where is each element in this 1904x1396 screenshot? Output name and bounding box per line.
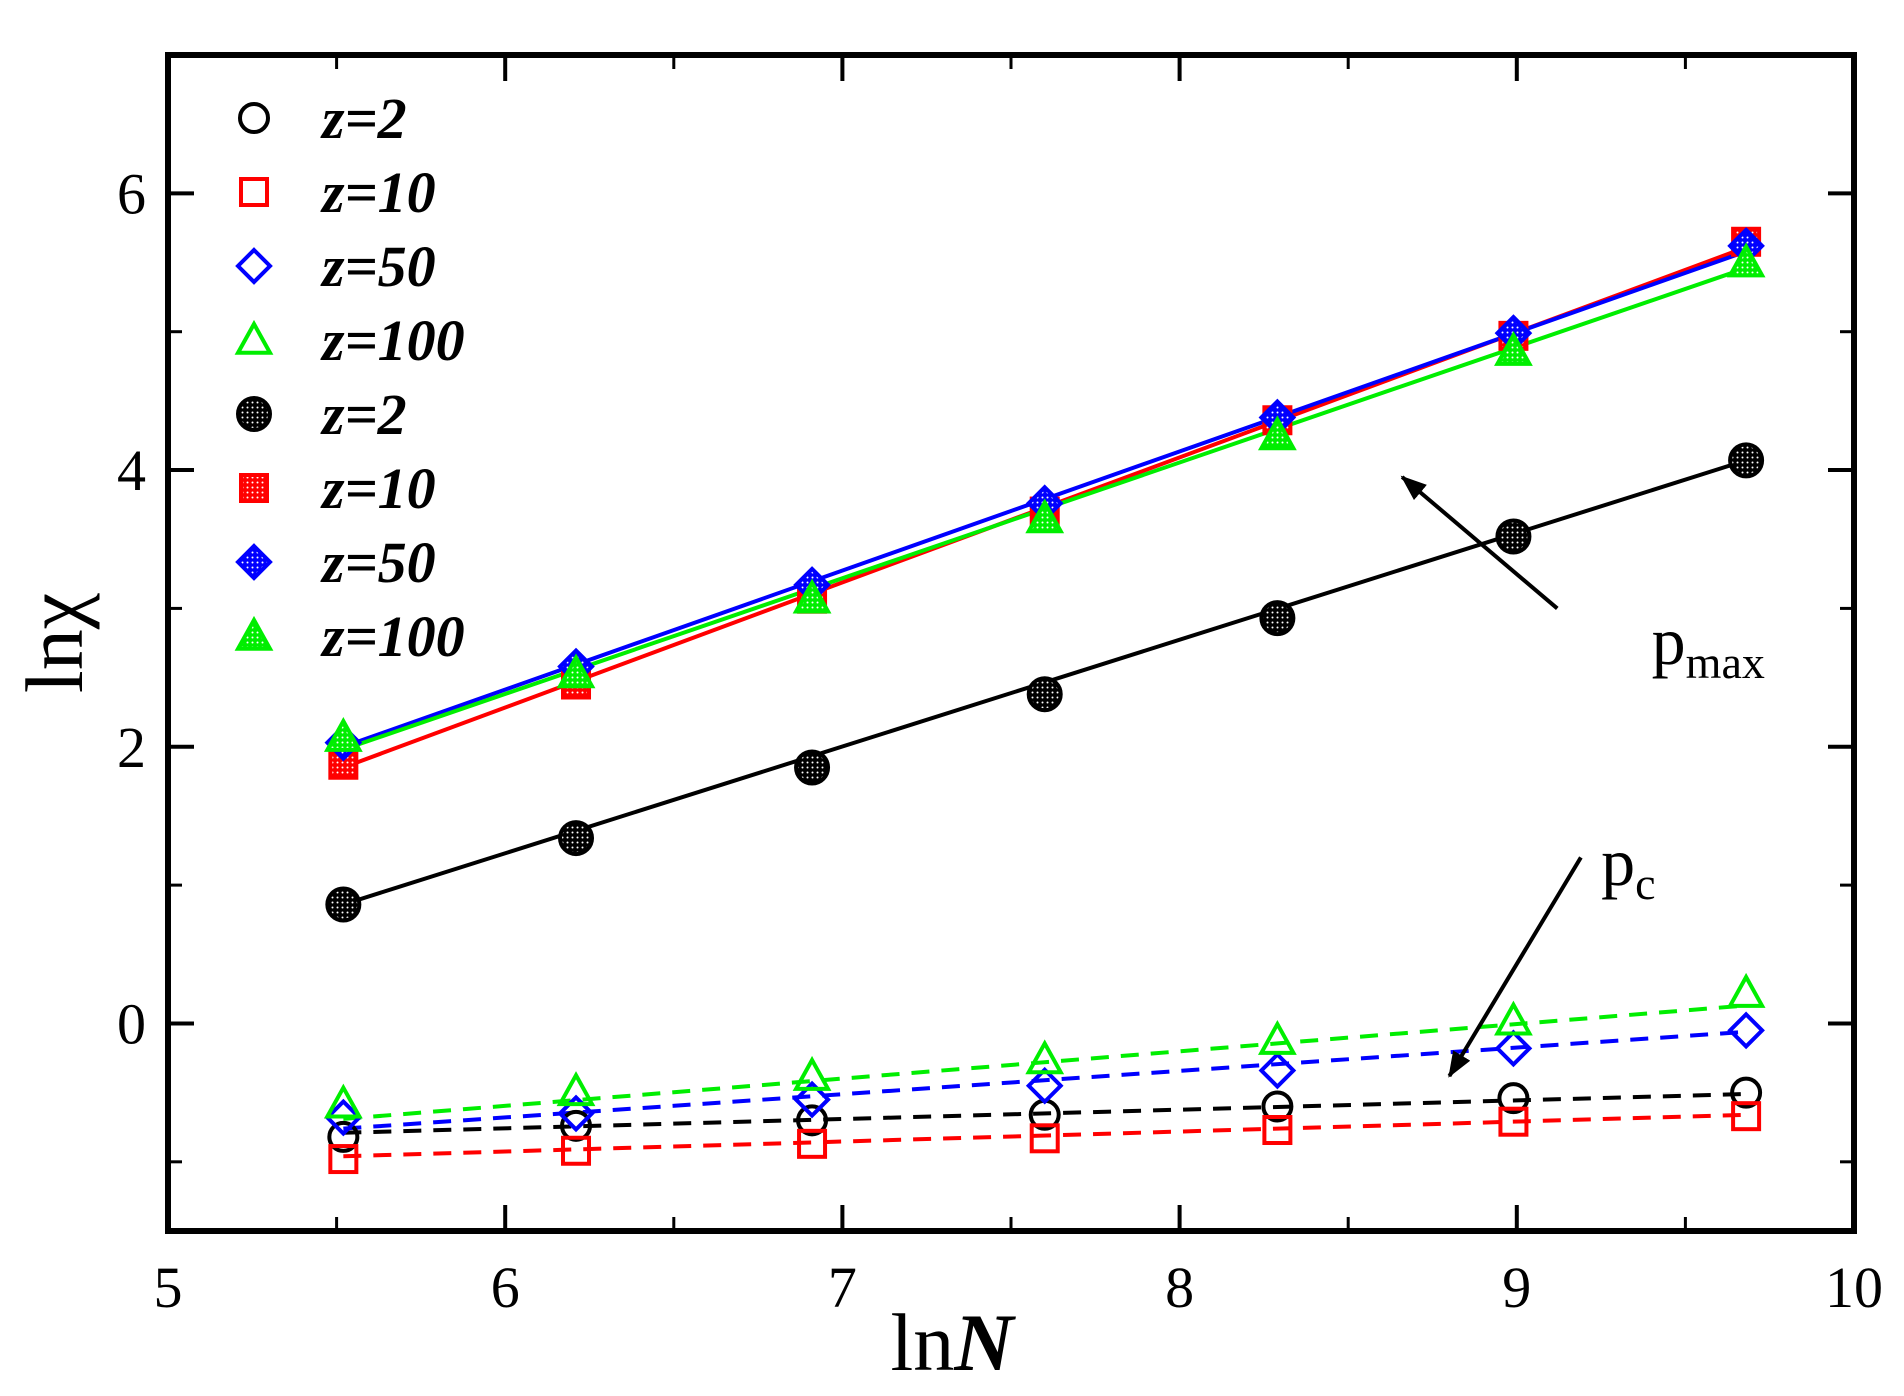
x-tick-label: 10 — [1825, 1255, 1883, 1320]
data-point-s0-0 — [327, 1120, 360, 1153]
data-point-s5-0 — [328, 749, 359, 780]
data-point-s4-2 — [794, 749, 831, 786]
annotation-pc: pc — [1601, 824, 1655, 909]
data-point-s4-0 — [325, 886, 362, 923]
data-point-s7-2 — [792, 578, 832, 614]
data-point-s1-0 — [328, 1144, 359, 1175]
data-point-s2-1 — [557, 1094, 595, 1133]
legend-marker-5 — [239, 473, 269, 503]
data-point-s2-3 — [1025, 1066, 1064, 1105]
x-tick-label: 8 — [1165, 1255, 1194, 1320]
y-tick-label: 0 — [117, 991, 146, 1056]
annotation-pmax: pmax — [1652, 603, 1765, 688]
legend-label-5: z=10 — [320, 456, 436, 521]
legend-label-4: z=2 — [320, 382, 407, 447]
data-point-s4-5 — [1495, 518, 1532, 555]
data-point-s1-2 — [797, 1128, 828, 1159]
fit-line-3 — [343, 1003, 1747, 1121]
legend-marker-3 — [234, 319, 274, 355]
x-tick-label: 9 — [1502, 1255, 1531, 1320]
legend-marker-4 — [236, 396, 272, 432]
axis-ticks — [166, 53, 1856, 1231]
y-tick-label: 6 — [117, 161, 146, 226]
legend-marker-0 — [238, 102, 270, 134]
data-point-s0-2 — [796, 1104, 829, 1137]
data-point-s0-6 — [1730, 1076, 1763, 1109]
fit-line-1 — [343, 1112, 1747, 1159]
legend-label-3: z=100 — [320, 308, 465, 373]
y-axis-label: lnχ — [9, 592, 100, 693]
data-point-s4-4 — [1259, 600, 1296, 637]
data-point-s3-5 — [1494, 1000, 1533, 1036]
data-point-s1-3 — [1029, 1123, 1060, 1154]
data-point-s1-6 — [1731, 1101, 1762, 1132]
legend-label-6: z=50 — [320, 530, 436, 595]
data-point-s4-3 — [1026, 676, 1063, 713]
legend-label-0: z=2 — [320, 86, 407, 151]
legend-label-1: z=10 — [320, 160, 436, 225]
plot-frame — [165, 52, 1857, 1234]
data-point-s2-5 — [1494, 1029, 1533, 1068]
data-point-s0-5 — [1497, 1082, 1530, 1115]
legend-label-7: z=100 — [320, 604, 465, 669]
data-point-s2-4 — [1258, 1051, 1297, 1090]
data-point-s1-5 — [1498, 1106, 1529, 1137]
data-point-s3-1 — [556, 1071, 596, 1107]
data-point-s0-4 — [1261, 1090, 1294, 1123]
annotation-arrow-pc — [1447, 856, 1583, 1078]
annotation-arrow-pmax — [1400, 475, 1559, 610]
x-tick-label: 6 — [491, 1255, 520, 1320]
data-point-s2-6 — [1727, 1011, 1765, 1050]
legend-marker-7 — [234, 615, 274, 651]
data-point-s4-1 — [558, 820, 595, 857]
legend: z=2 z=10 z=50 z=100 z=2 z=10 z=50 z=100 — [234, 86, 465, 669]
data-point-s7-3 — [1025, 498, 1065, 534]
x-axis-label: lnN — [890, 1297, 1016, 1388]
annotations: pmax pc — [1400, 475, 1765, 1078]
fit-line-0 — [343, 1092, 1747, 1135]
data-point-s2-0 — [324, 1098, 363, 1137]
data-point-s2-2 — [793, 1080, 831, 1119]
data-point-s7-6 — [1726, 242, 1766, 278]
data-point-s7-4 — [1257, 415, 1297, 451]
x-tick-labels: 5 6 7 8 9 10 — [154, 1255, 1884, 1320]
x-tick-label: 5 — [154, 1255, 183, 1320]
y-tick-labels: 0 2 4 6 — [117, 161, 146, 1056]
data-point-s1-1 — [561, 1135, 592, 1166]
data-point-s3-6 — [1726, 972, 1766, 1008]
data-point-s4-6 — [1728, 442, 1765, 479]
legend-marker-2 — [235, 247, 273, 285]
fit-line-2 — [343, 1029, 1747, 1131]
legend-label-2: z=50 — [320, 234, 436, 299]
y-tick-label: 2 — [117, 715, 146, 780]
y-tick-label: 4 — [117, 438, 146, 503]
data-point-s7-5 — [1494, 330, 1533, 366]
data-point-s7-1 — [556, 653, 596, 689]
data-point-s7-0 — [323, 716, 363, 752]
data-point-s3-0 — [323, 1083, 363, 1119]
data-markers — [323, 226, 1766, 1175]
legend-marker-1 — [239, 177, 269, 207]
legend-marker-6 — [235, 543, 273, 581]
data-point-s3-4 — [1257, 1019, 1297, 1055]
data-point-s1-4 — [1262, 1115, 1293, 1146]
data-point-s3-2 — [792, 1055, 832, 1091]
data-point-s0-1 — [560, 1109, 593, 1142]
data-point-s3-3 — [1025, 1039, 1065, 1075]
x-tick-label: 7 — [828, 1255, 857, 1320]
